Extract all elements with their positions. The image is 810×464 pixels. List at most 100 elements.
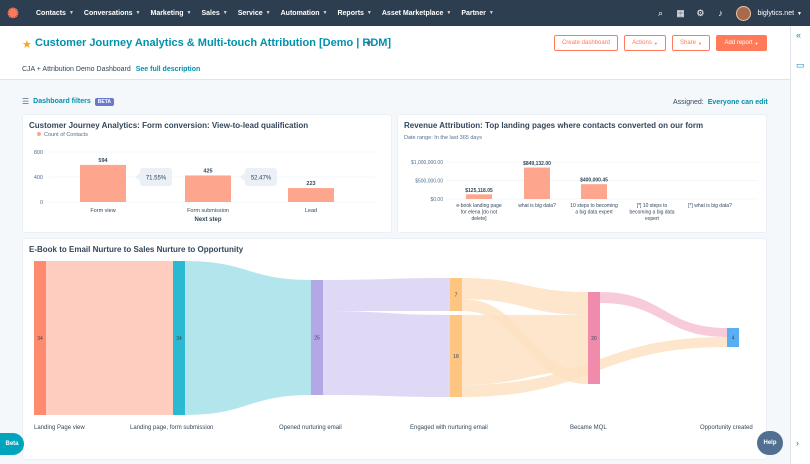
account-name: biglytics.net <box>757 9 795 17</box>
y-tick-label: 0 <box>40 200 43 206</box>
x-tick-label: [*] 10 steps to <box>637 203 668 209</box>
sankey-flow <box>600 292 727 337</box>
chevron-down-icon: ▼ <box>698 40 702 46</box>
dashboard-filters[interactable]: ☰ Dashboard filters BETA <box>22 97 114 106</box>
conversion-rate-label: 71.55% <box>146 176 167 182</box>
form-conversion-chart: Count of Contacts 800 400 0 594 Form view 425 F… <box>34 132 375 223</box>
sankey-node-value: 7 <box>455 293 458 299</box>
conversion-rate-label: 52.47% <box>251 176 272 182</box>
settings-gear-icon[interactable]: ⚙ <box>696 7 705 18</box>
sankey-node-value: 34 <box>176 336 182 342</box>
nav-label: Automation <box>280 9 320 17</box>
x-tick-label: a big data expert <box>575 210 613 216</box>
card-title: E-Book to Email Nurture to Sales Nurture… <box>29 245 244 254</box>
nav-label: Reports <box>337 9 364 17</box>
marketplace-icon[interactable]: ▦ <box>676 7 685 18</box>
chevron-down-icon: ▼ <box>322 10 328 16</box>
sankey-flow <box>185 261 311 415</box>
conversion-rate-box <box>140 168 172 186</box>
y-tick-label: $1,000,000.00 <box>411 160 443 166</box>
sankey-node-value: 4 <box>732 336 735 342</box>
funnel-bar <box>185 175 231 202</box>
favorite-star-icon[interactable]: ★ <box>22 39 32 51</box>
funnel-bar <box>288 188 334 202</box>
share-button[interactable]: Share ▼ <box>672 35 710 51</box>
nav-label: Marketing <box>150 9 184 17</box>
card-title: Customer Journey Analytics: Form convers… <box>29 121 309 130</box>
assigned-status: Assigned: Everyone can edit <box>673 99 768 106</box>
revenue-bar <box>466 194 492 199</box>
card-title: Revenue Attribution: Top landing pages w… <box>404 121 704 130</box>
create-dashboard-button[interactable]: Create dashboard <box>554 35 618 51</box>
dashboard-header: ★ Customer Journey Analytics & Multi-tou… <box>0 26 790 80</box>
see-full-description-link[interactable]: See full description <box>135 66 201 73</box>
hubspot-logo-icon[interactable]: ✺ <box>7 4 19 21</box>
nav-label: Asset Marketplace <box>381 9 444 17</box>
chat-icon[interactable]: ▭ <box>796 60 805 70</box>
date-range-label: Date range: In the last 365 days <box>404 135 482 141</box>
x-tick-label: Form submission <box>187 208 229 214</box>
nav-reports[interactable]: Reports ▼ <box>337 10 371 17</box>
x-axis-label: Next step <box>194 217 221 223</box>
x-tick-label: delete] <box>471 216 487 222</box>
help-button[interactable]: Help <box>757 431 783 455</box>
actions-label: Actions <box>632 40 652 46</box>
revenue-attribution-card: Revenue Attribution: Top landing pages w… <box>397 114 767 233</box>
sankey-flow <box>323 278 450 311</box>
x-tick-label: Lead <box>305 208 317 214</box>
bar-value-label: 223 <box>306 181 315 187</box>
dashboard-title[interactable]: Customer Journey Analytics & Multi-touch… <box>35 37 392 49</box>
dashboard-switcher-chevron-icon[interactable]: ▼ <box>365 39 373 48</box>
chevron-down-icon: ▼ <box>135 10 141 16</box>
sankey-flow <box>46 261 173 415</box>
nav-conversations[interactable]: Conversations ▼ <box>84 10 141 17</box>
bar-value-label: $400,000.45 <box>580 178 608 184</box>
account-menu[interactable]: biglytics.net ▼ <box>757 10 802 17</box>
assigned-value-link[interactable]: Everyone can edit <box>707 99 768 106</box>
sankey-node <box>450 315 462 397</box>
x-tick-label: Form view <box>90 208 115 214</box>
add-report-button[interactable]: Add report ▼ <box>716 35 767 51</box>
dashboard-description: CJA + Attribution Demo Dashboard <box>22 66 131 73</box>
notifications-bell-icon[interactable]: ♪ <box>718 8 723 18</box>
nav-partner[interactable]: Partner ▼ <box>461 10 493 17</box>
nav-service[interactable]: Service ▼ <box>238 10 271 17</box>
beta-feedback-button[interactable]: Beta <box>0 433 24 455</box>
nurture-sankey-card: E-Book to Email Nurture to Sales Nurture… <box>22 238 767 460</box>
sankey-node-value: 20 <box>591 336 597 342</box>
sankey-stage-label: Became MQL <box>570 425 607 431</box>
sankey-node-value: 25 <box>314 336 320 342</box>
sankey-stage-label: Landing Page view <box>34 425 85 431</box>
user-avatar[interactable] <box>736 5 752 21</box>
nav-right-tools: ⌕ ▦ ⚙ ♪ biglytics.net ▼ <box>650 0 802 26</box>
y-tick-label: 800 <box>34 150 43 156</box>
expand-chevron-icon[interactable]: › <box>796 438 799 448</box>
nav-label: Partner <box>461 9 486 17</box>
bar-value-label: 594 <box>98 158 108 164</box>
x-tick-label: expert <box>645 216 660 222</box>
revenue-attribution-chart: $1,000,000.00 $500,000.00 $0.00 $125,118.05… <box>411 160 758 222</box>
conversion-rate-box <box>245 168 277 186</box>
sankey-stage-label: Opportunity created <box>700 425 753 431</box>
nav-automation[interactable]: Automation ▼ <box>281 10 328 17</box>
sankey-node <box>450 278 462 311</box>
sankey-node <box>727 328 739 347</box>
top-navigation: ✺ Contacts ▼ Conversations ▼ Marketing ▼ Sa… <box>0 0 810 26</box>
chevron-down-icon: ▼ <box>222 10 228 16</box>
dashboard-subtitle: CJA + Attribution Demo Dashboard See ful… <box>22 66 200 73</box>
x-tick-label: what is big data? <box>518 203 556 209</box>
x-tick-label: e-book landing page <box>456 203 502 209</box>
nav-marketing[interactable]: Marketing ▼ <box>150 10 191 17</box>
y-tick-label: $0.00 <box>430 197 443 203</box>
collapse-chevrons-icon[interactable]: « <box>796 30 802 40</box>
legend-label: Count of Contacts <box>44 132 88 138</box>
chevron-down-icon: ▼ <box>366 10 372 16</box>
x-tick-label: becoming a big data <box>629 210 674 216</box>
search-icon[interactable]: ⌕ <box>657 7 663 18</box>
x-tick-label: 10 steps to becoming <box>570 203 618 209</box>
revenue-bar <box>581 184 607 199</box>
actions-button[interactable]: Actions ▼ <box>624 35 666 51</box>
nav-contacts[interactable]: Contacts ▼ <box>36 10 74 17</box>
nav-asset-marketplace[interactable]: Asset Marketplace ▼ <box>382 10 451 17</box>
nav-sales[interactable]: Sales ▼ <box>202 10 228 17</box>
